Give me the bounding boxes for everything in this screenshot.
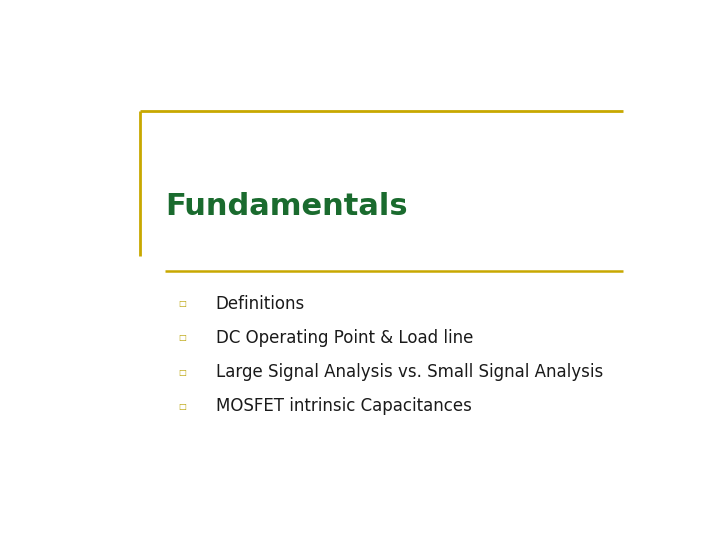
Text: Large Signal Analysis vs. Small Signal Analysis: Large Signal Analysis vs. Small Signal A… (215, 363, 603, 381)
Text: □: □ (178, 334, 186, 342)
Text: □: □ (178, 368, 186, 376)
Text: □: □ (178, 402, 186, 411)
Text: DC Operating Point & Load line: DC Operating Point & Load line (215, 329, 473, 347)
Text: Definitions: Definitions (215, 295, 305, 313)
Text: □: □ (178, 299, 186, 308)
Text: MOSFET intrinsic Capacitances: MOSFET intrinsic Capacitances (215, 397, 472, 415)
Text: Fundamentals: Fundamentals (166, 192, 408, 221)
